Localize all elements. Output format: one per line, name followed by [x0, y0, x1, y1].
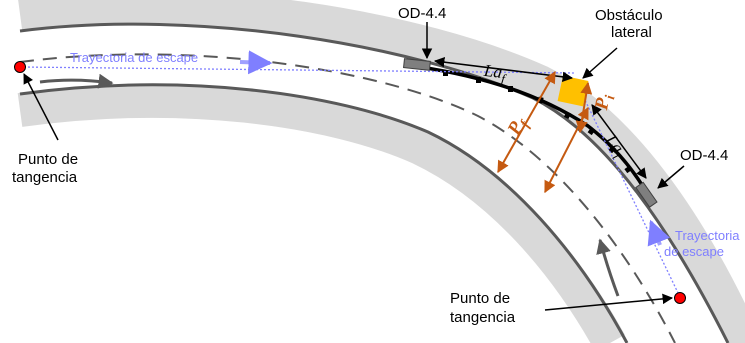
label-obstacle-line1: Obstáculo	[595, 7, 663, 24]
label-escape-top: Trayectoria de escape	[70, 50, 198, 65]
pointer-tangency-bottom	[544, 293, 674, 311]
escape-trajectory-top	[19, 66, 576, 74]
label-escape-right-line1: Trayectoria	[675, 228, 740, 243]
label-tangency-left-line2: tangencia	[12, 169, 78, 186]
label-obstacle-line2: lateral	[611, 24, 652, 41]
escape-arrow-top	[239, 50, 273, 75]
inner-edge-line	[19, 83, 629, 343]
tangency-point-bottom	[674, 292, 686, 304]
outer-edge-line	[19, 22, 730, 343]
label-tangency-bottom-line2: tangencia	[450, 309, 516, 326]
label-tangency-left-line1: Punto de	[18, 151, 78, 168]
escape-arrow-right	[647, 219, 671, 247]
attenuator-top	[402, 58, 431, 71]
label-od-top: OD-4.4	[398, 5, 446, 22]
label-escape-right-line2: de escape	[664, 244, 724, 259]
la-i-dimension	[591, 104, 647, 179]
center-dashed-line	[19, 53, 676, 343]
label-p-i: Pi	[591, 92, 619, 113]
lateral-obstacle	[557, 75, 589, 107]
p-i-arrow	[575, 81, 593, 134]
traffic-arrow-left	[39, 73, 114, 89]
label-tangency-bottom-line1: Punto de	[450, 290, 510, 307]
label-la-f: Laf	[481, 61, 509, 87]
inner-shoulder	[17, 83, 625, 343]
pointer-tangency-left	[23, 73, 59, 141]
traffic-arrow-right	[596, 238, 620, 297]
attenuator-right	[635, 181, 658, 208]
label-od-right: OD-4.4	[680, 147, 728, 164]
pointer-obstacle	[582, 47, 618, 79]
pointer-od-right	[657, 165, 685, 189]
p-f-arrow-1	[497, 70, 556, 174]
tangency-point-left	[14, 61, 26, 73]
escape-trajectory-right	[584, 99, 681, 298]
